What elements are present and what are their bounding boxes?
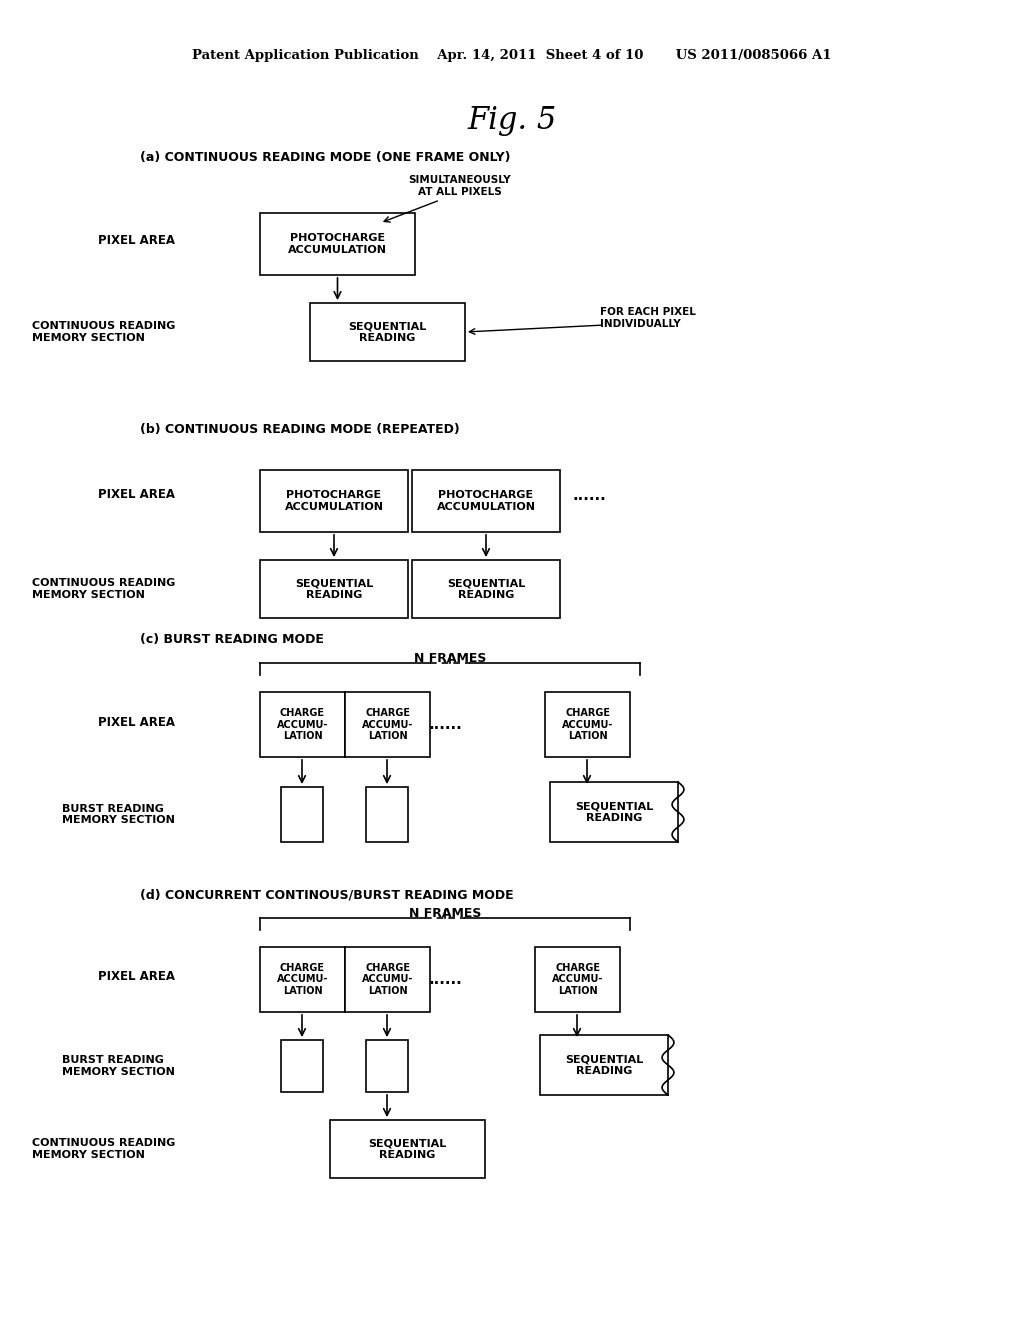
Text: PIXEL AREA: PIXEL AREA bbox=[98, 970, 175, 983]
Text: CHARGE
ACCUMU-
LATION: CHARGE ACCUMU- LATION bbox=[552, 962, 603, 997]
Text: PIXEL AREA: PIXEL AREA bbox=[98, 234, 175, 247]
Text: (c) BURST READING MODE: (c) BURST READING MODE bbox=[140, 634, 324, 647]
Bar bbox=[412, 560, 560, 618]
Text: SEQUENTIAL
READING: SEQUENTIAL READING bbox=[348, 321, 427, 343]
Bar bbox=[550, 781, 678, 842]
Bar bbox=[260, 946, 345, 1012]
Bar bbox=[260, 692, 345, 756]
Text: SEQUENTIAL
READING: SEQUENTIAL READING bbox=[446, 578, 525, 599]
Bar bbox=[281, 1040, 323, 1092]
Text: ......: ...... bbox=[428, 717, 462, 733]
Text: CONTINUOUS READING
MEMORY SECTION: CONTINUOUS READING MEMORY SECTION bbox=[32, 578, 175, 599]
Bar bbox=[345, 946, 430, 1012]
Text: PHOTOCHARGE
ACCUMULATION: PHOTOCHARGE ACCUMULATION bbox=[436, 490, 536, 512]
Text: (a) CONTINUOUS READING MODE (ONE FRAME ONLY): (a) CONTINUOUS READING MODE (ONE FRAME O… bbox=[140, 152, 511, 165]
Text: CONTINUOUS READING
MEMORY SECTION: CONTINUOUS READING MEMORY SECTION bbox=[32, 1138, 175, 1160]
Text: CHARGE
ACCUMU-
LATION: CHARGE ACCUMU- LATION bbox=[361, 962, 414, 997]
Bar bbox=[330, 1119, 485, 1177]
Text: CONTINUOUS READING
MEMORY SECTION: CONTINUOUS READING MEMORY SECTION bbox=[32, 321, 175, 343]
Text: PIXEL AREA: PIXEL AREA bbox=[98, 488, 175, 502]
Bar bbox=[412, 470, 560, 532]
Text: CHARGE
ACCUMU-
LATION: CHARGE ACCUMU- LATION bbox=[361, 708, 414, 741]
Text: SEQUENTIAL
READING: SEQUENTIAL READING bbox=[369, 1138, 446, 1160]
Text: PIXEL AREA: PIXEL AREA bbox=[98, 715, 175, 729]
Text: FOR EACH PIXEL
INDIVIDUALLY: FOR EACH PIXEL INDIVIDUALLY bbox=[600, 308, 696, 329]
Bar bbox=[345, 692, 430, 756]
Text: SIMULTANEOUSLY
AT ALL PIXELS: SIMULTANEOUSLY AT ALL PIXELS bbox=[409, 176, 511, 197]
Text: CHARGE
ACCUMU-
LATION: CHARGE ACCUMU- LATION bbox=[276, 962, 328, 997]
Text: PHOTOCHARGE
ACCUMULATION: PHOTOCHARGE ACCUMULATION bbox=[288, 234, 387, 255]
Text: (d) CONCURRENT CONTINOUS/BURST READING MODE: (d) CONCURRENT CONTINOUS/BURST READING M… bbox=[140, 888, 514, 902]
Text: SEQUENTIAL
READING: SEQUENTIAL READING bbox=[295, 578, 373, 599]
Bar bbox=[310, 304, 465, 360]
Bar bbox=[281, 787, 323, 842]
Bar bbox=[366, 1040, 408, 1092]
Text: CHARGE
ACCUMU-
LATION: CHARGE ACCUMU- LATION bbox=[562, 708, 613, 741]
Text: CHARGE
ACCUMU-
LATION: CHARGE ACCUMU- LATION bbox=[276, 708, 328, 741]
Text: ......: ...... bbox=[572, 487, 606, 503]
Bar bbox=[260, 560, 408, 618]
Bar bbox=[545, 692, 630, 756]
Text: BURST READING
MEMORY SECTION: BURST READING MEMORY SECTION bbox=[62, 1055, 175, 1077]
Text: N FRAMES: N FRAMES bbox=[409, 907, 481, 920]
Bar bbox=[540, 1035, 668, 1096]
Bar bbox=[366, 787, 408, 842]
Text: Fig. 5: Fig. 5 bbox=[467, 104, 557, 136]
Bar bbox=[260, 470, 408, 532]
Bar bbox=[535, 946, 620, 1012]
Bar bbox=[260, 213, 415, 275]
Text: (b) CONTINUOUS READING MODE (REPEATED): (b) CONTINUOUS READING MODE (REPEATED) bbox=[140, 424, 460, 437]
Text: SEQUENTIAL
READING: SEQUENTIAL READING bbox=[565, 1055, 643, 1076]
Text: ......: ...... bbox=[428, 972, 462, 987]
Text: N FRAMES: N FRAMES bbox=[414, 652, 486, 665]
Text: BURST READING
MEMORY SECTION: BURST READING MEMORY SECTION bbox=[62, 804, 175, 825]
Text: SEQUENTIAL
READING: SEQUENTIAL READING bbox=[574, 801, 653, 822]
Text: PHOTOCHARGE
ACCUMULATION: PHOTOCHARGE ACCUMULATION bbox=[285, 490, 384, 512]
Text: Patent Application Publication    Apr. 14, 2011  Sheet 4 of 10       US 2011/008: Patent Application Publication Apr. 14, … bbox=[193, 49, 831, 62]
